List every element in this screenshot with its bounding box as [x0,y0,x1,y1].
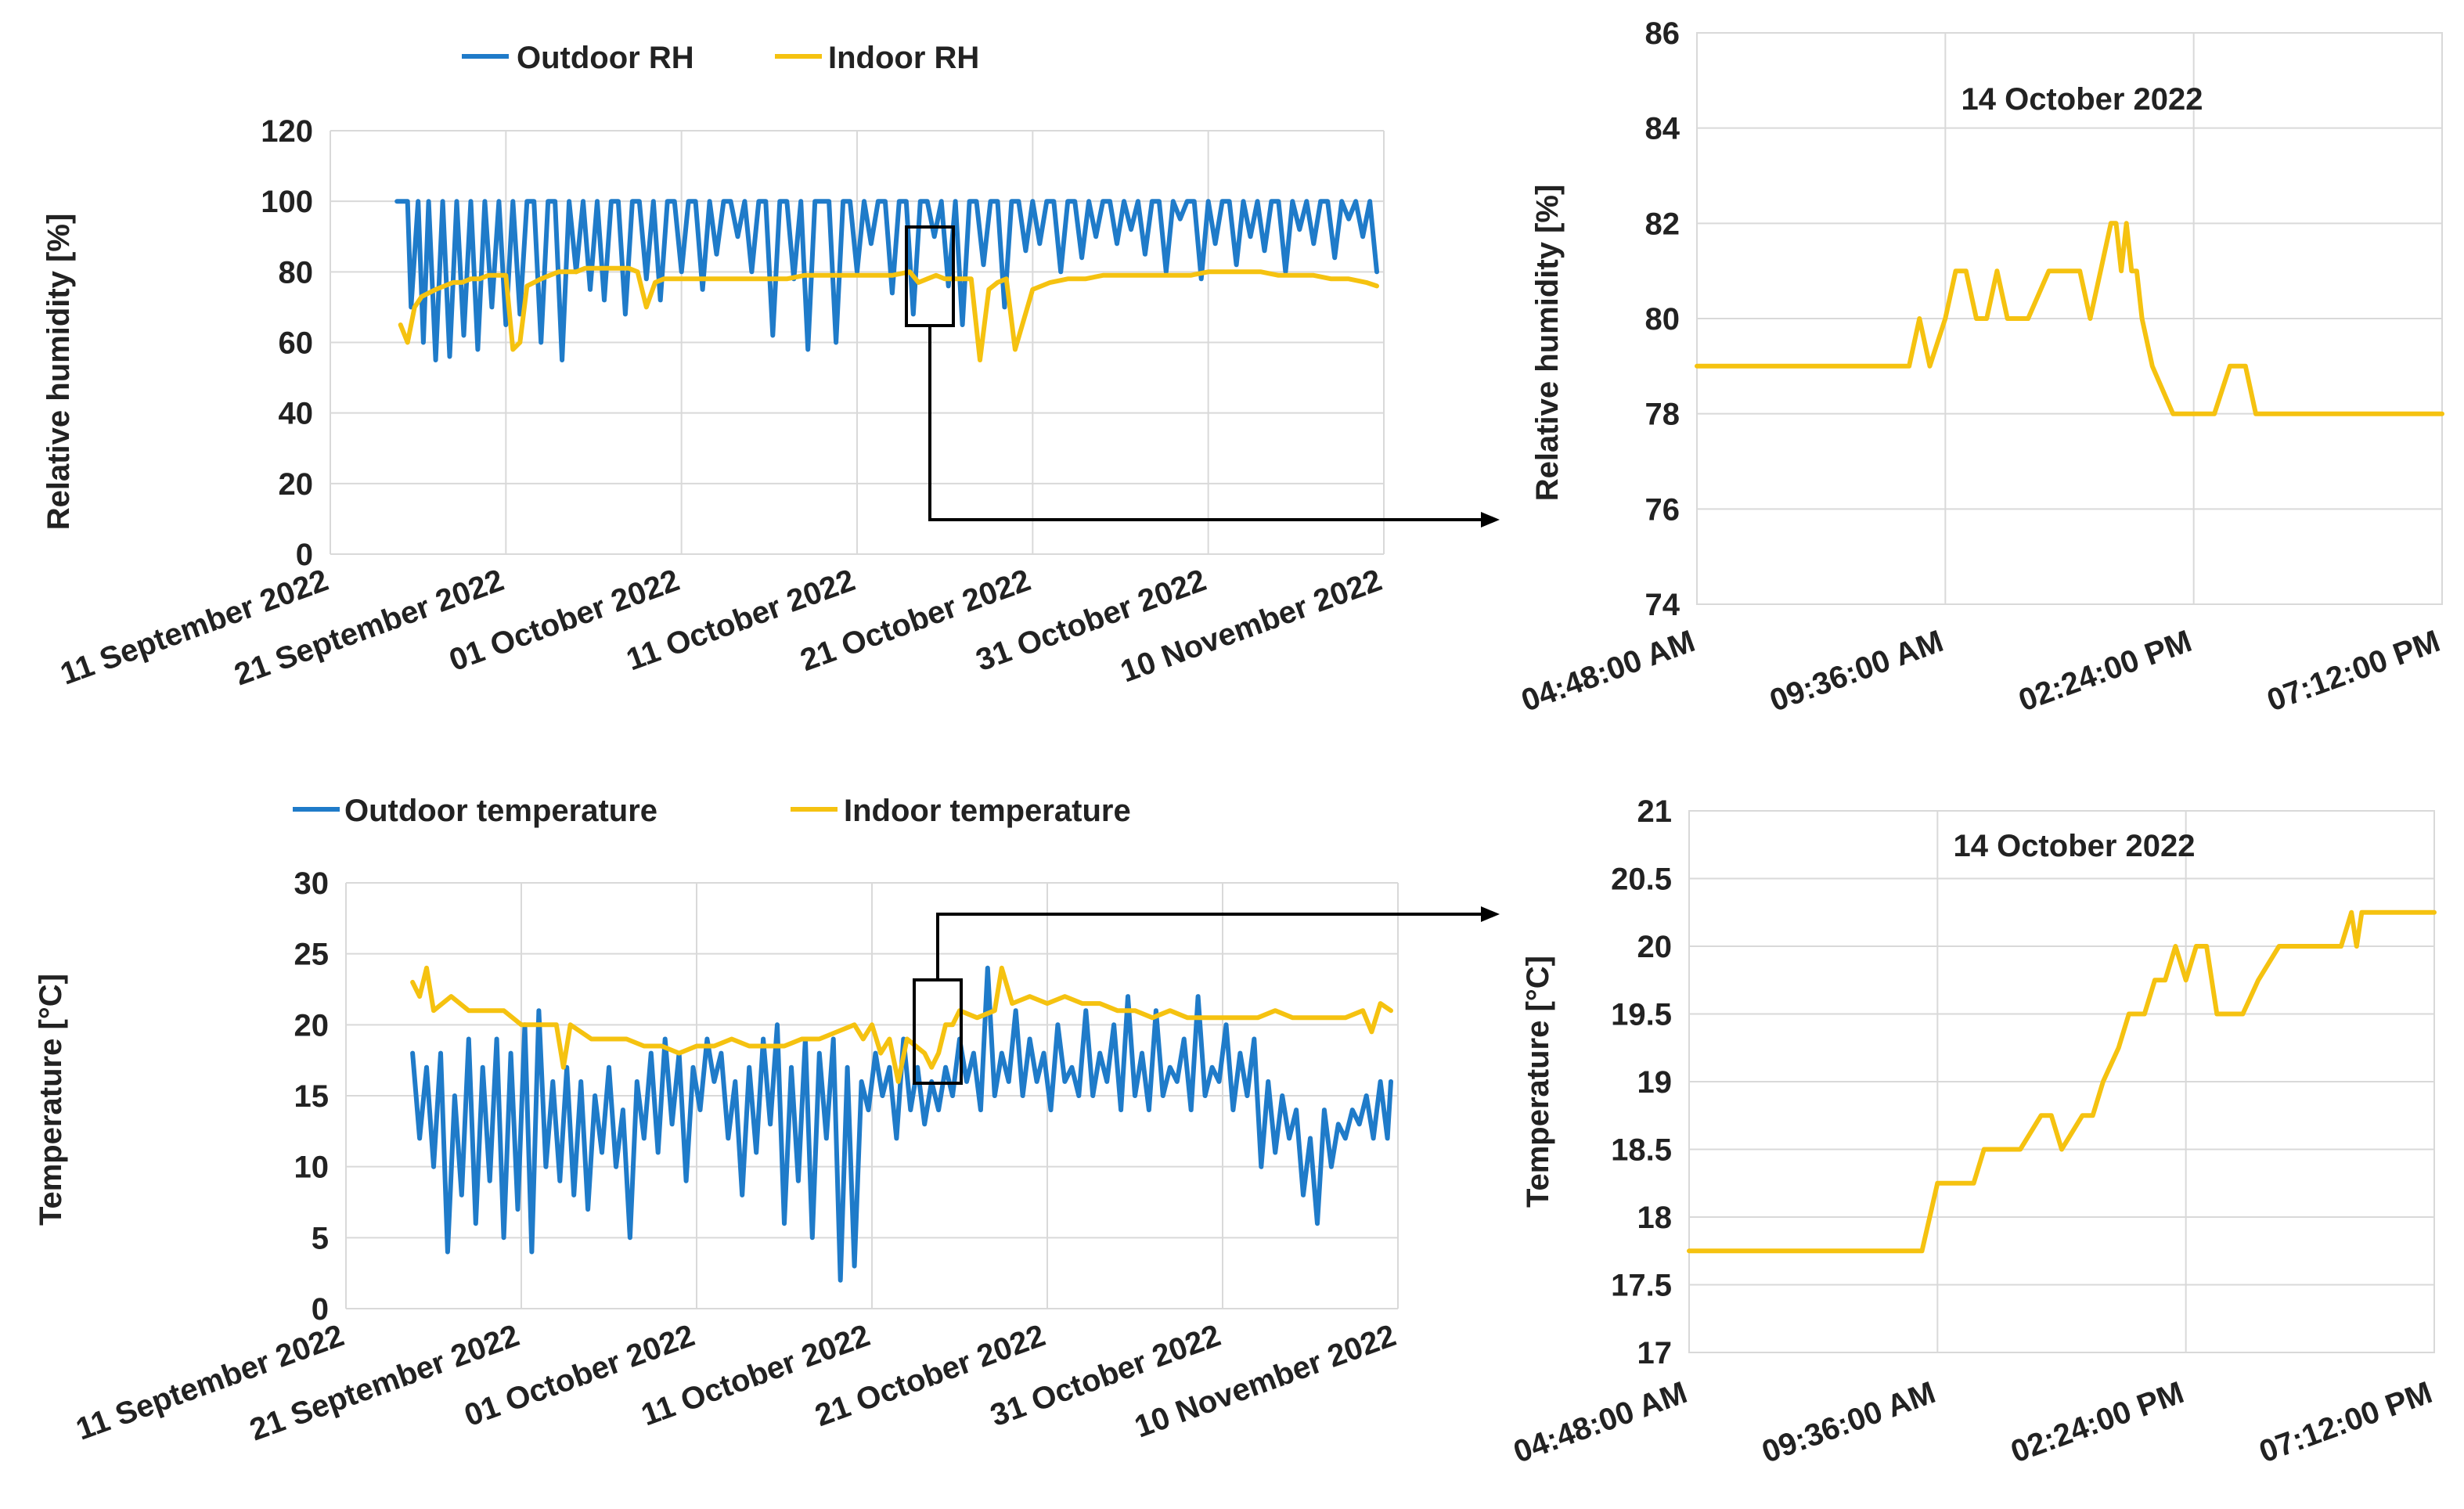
temp-zoom-series-indoor-temperature-line [1687,909,2437,1254]
rh-zoom-title: 14 October 2022 [1961,82,2203,117]
temp-zoom-title: 14 October 2022 [1953,829,2195,863]
rh-zoom-y-tick-82: 82 [1645,207,1680,241]
temp-zoom-y-tick-17-5: 17.5 [1611,1269,1672,1303]
temp-zoom-y-tick-labels: 17 17.5 18 18.5 19 19.5 20 20.5 21 [1611,794,1672,1370]
temp-zoom-arrowhead [1481,906,1500,922]
legend-indoor-temperature-label: Indoor temperature [844,794,1131,828]
rh-zoom-y-tick-86: 86 [1645,16,1680,51]
temp-zoom-x-tick-09-36-00-am: 09:36:00 AM [1757,1375,1940,1470]
temp-main-y-tick-10: 10 [294,1151,330,1185]
temp-zoom-gridlines [1688,810,2435,1353]
rh-zoom-y-tick-labels: 74 76 78 80 82 84 86 [1645,16,1680,622]
temp-zoom-y-tick-18: 18 [1637,1201,1673,1235]
rh-main-y-tick-100: 100 [261,185,313,219]
temp-zoom-chart: 17 17.5 18 18.5 19 19.5 20 20.5 21 04:48:00 AM 09… [1509,794,2437,1470]
rh-main-y-tick-0: 0 [296,538,313,572]
temp-main-y-axis-label: Temperature [°C] [34,974,68,1226]
rh-main-y-tick-120: 120 [261,114,313,149]
temp-zoom-x-tick-02-24-00-pm: 02:24:00 PM [2006,1375,2188,1469]
temp-main-y-tick-20: 20 [294,1008,330,1043]
rh-zoom-gridlines [1696,32,2443,605]
temp-zoom-x-tick-labels: 04:48:00 AM 09:36:00 AM 02:24:00 PM 07:12:0… [1509,1375,2437,1470]
temp-main-chart: Outdoor temperature Indoor temperature 0… [34,794,1400,1447]
temp-zoom-y-axis-label: Temperature [°C] [1521,956,1555,1208]
legend-outdoor-rh-label: Outdoor RH [517,41,694,75]
temp-main-series-indoor-temperature-line [410,965,1393,1084]
rh-zoom-y-axis-label: Relative humidity [%] [1530,185,1565,502]
temp-zoom-y-tick-17: 17 [1637,1336,1673,1370]
rh-main-y-tick-40: 40 [279,397,314,431]
temp-zoom-y-tick-20: 20 [1637,930,1673,964]
rh-zoom-chart: 74 76 78 80 82 84 86 04:48:00 AM 09:36:00 AM 02:… [1517,16,2444,718]
rh-main-y-tick-20: 20 [279,467,314,502]
rh-main-series-indoor-rh-line [398,265,1379,362]
rh-zoom-series-indoor-rh-line [1695,221,2444,416]
temp-zoom-y-tick-18-5: 18.5 [1611,1133,1672,1168]
temp-main-series-outdoor-temperature-line [410,965,1393,1283]
temp-zoom-y-tick-19: 19 [1637,1065,1673,1100]
rh-zoom-x-tick-02-24-00-pm: 02:24:00 PM [2014,624,2196,718]
temp-zoom-series [1687,909,2437,1254]
rh-zoom-y-tick-78: 78 [1645,398,1680,432]
temp-zoom-callout [913,906,1500,1085]
rh-main-y-tick-60: 60 [279,326,314,361]
rh-main-series-outdoor-rh-line [394,199,1379,362]
temp-zoom-y-tick-21: 21 [1637,794,1673,829]
temp-main-y-tick-25: 25 [294,938,330,972]
temp-main-y-tick-15: 15 [294,1079,330,1114]
temp-main-y-tick-labels: 0 5 10 15 20 25 30 [294,866,330,1327]
legend-indoor-rh-label: Indoor RH [828,41,979,75]
rh-main-y-tick-labels: 0 20 40 60 80 100 120 [261,114,313,572]
rh-zoom-x-tick-labels: 04:48:00 AM 09:36:00 AM 02:24:00 PM 07:12:0… [1517,624,2444,718]
rh-zoom-x-tick-04-48-00-am: 04:48:00 AM [1517,624,1699,718]
temp-main-series [410,965,1393,1283]
temp-main-y-tick-0: 0 [312,1292,329,1327]
rh-main-y-tick-80: 80 [279,255,314,290]
rh-zoom-y-tick-80: 80 [1645,302,1680,337]
temp-main-y-tick-5: 5 [312,1221,329,1255]
rh-zoom-x-tick-09-36-00-am: 09:36:00 AM [1765,624,1947,718]
temp-zoom-x-tick-07-12-00-pm: 07:12:00 PM [2255,1375,2437,1469]
temp-zoom-y-tick-20-5: 20.5 [1611,863,1672,897]
temp-zoom-connector-arrow [936,913,1493,980]
temp-zoom-x-tick-04-48-00-am: 04:48:00 AM [1509,1375,1691,1470]
rh-main-y-axis-label: Relative humidity [%] [41,214,76,531]
rh-zoom-callout [905,225,1500,528]
rh-main-series [394,199,1379,362]
rh-zoom-y-tick-84: 84 [1645,112,1680,146]
temp-zoom-y-tick-19-5: 19.5 [1611,998,1672,1032]
rh-zoom-arrowhead [1481,512,1500,528]
rh-zoom-y-tick-74: 74 [1645,588,1680,622]
rh-zoom-y-tick-76: 76 [1645,492,1680,527]
rh-zoom-series [1695,221,2444,416]
rh-zoom-connector-arrow [928,326,1493,521]
rh-main-gridlines [330,130,1385,555]
rh-zoom-x-tick-07-12-00-pm: 07:12:00 PM [2263,624,2444,718]
temp-main-y-tick-30: 30 [294,866,330,901]
legend-outdoor-temperature-label: Outdoor temperature [344,794,657,828]
rh-main-chart: Outdoor RH Indoor RH 0 20 40 60 80 100 120 11 … [41,41,1386,692]
